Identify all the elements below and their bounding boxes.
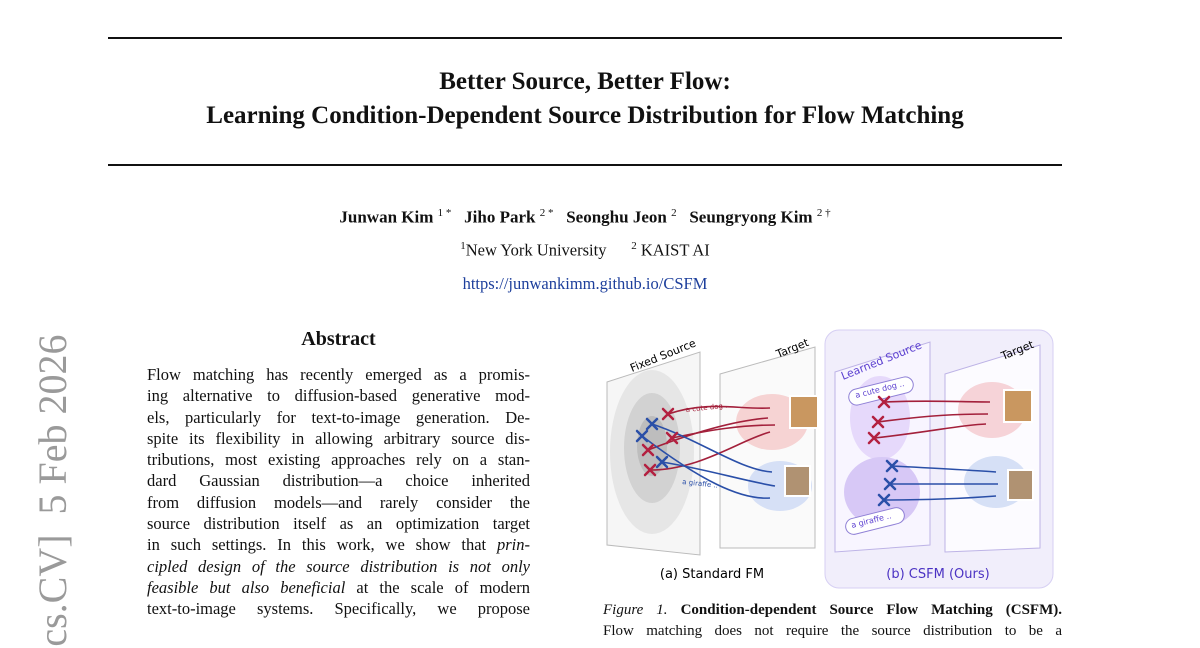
url-row: https://junwankimm.github.io/CSFM [108, 274, 1062, 294]
abstract-line: cipled design of the source distribution… [147, 556, 530, 577]
abstract-line: els, particularly for text-to-image gene… [147, 407, 530, 428]
abstract-line: from diffusion models—and rarely conside… [147, 492, 530, 513]
abstract-heading: Abstract [301, 328, 376, 350]
panel-csfm [824, 329, 1054, 589]
panel-csfm-shape [867, 395, 899, 507]
abstract-text: source distribution itself as an optimiz… [147, 514, 530, 534]
abstract-text: from diffusion models—and rarely conside… [147, 492, 530, 512]
panel-standard-fm-shape-shape [661, 461, 776, 487]
caption-title: Condition-dependent Source Flow Matching… [680, 602, 1062, 618]
author-mark: 2 * [539, 207, 554, 219]
author-mark: 1 * [437, 207, 452, 219]
author-mark: 2 [671, 207, 677, 219]
panel-standard-fm-shape-shape [641, 435, 771, 499]
caption-label: Figure 1. [603, 602, 668, 618]
panel-csfm-shape-shape [877, 459, 899, 507]
panel-csfm-shape [873, 400, 998, 501]
panel-csfm-shape-shape [891, 465, 997, 473]
panel-csfm-shape [1007, 469, 1034, 501]
panel-csfm-shape-shape [883, 400, 991, 403]
panel-standard-fm-shape [635, 407, 679, 477]
panel-standard-fm-shape-shape [651, 423, 773, 473]
arxiv-sidebar: [cs.CV] 5 Feb 2026 [30, 334, 75, 648]
abstract-text: ing alternative to diffusion-based gener… [147, 386, 530, 406]
abstract-text: at the scale of modern [345, 577, 530, 597]
panel-csfm-shape-shape [873, 423, 987, 439]
abstract-text: in such settings. In this work, we show … [147, 535, 497, 555]
author-name: Junwan Kim [339, 207, 434, 227]
panel-standard-fm-shape [784, 465, 811, 497]
panel-standard-fm-shape-shape [649, 431, 771, 471]
abstract-text: dard Gaussian distribution—a choice inhe… [147, 471, 530, 491]
abstract-line: text-to-image systems. Specifically, we … [147, 598, 530, 619]
abstract-text: feasible but also beneficial [147, 577, 346, 597]
author-mark: 2 † [816, 207, 831, 219]
title-line: Better Source, Better Flow: [439, 68, 731, 95]
panel-standard-fm-shape-shape [671, 424, 776, 439]
abstract-line: dard Gaussian distribution—a choice inhe… [147, 470, 530, 491]
author-name: Jiho Park [464, 207, 536, 227]
panel-standard-fm-shape [789, 395, 819, 429]
prompt-label: a giraffe .. [682, 478, 719, 490]
panel-csfm-shape [845, 507, 905, 535]
panel-caption: (b) CSFM (Ours) [886, 567, 989, 582]
affiliation-mark: 2 [631, 240, 637, 252]
panel-standard-fm-shape [641, 405, 776, 499]
panel-csfm-shape-shape [867, 395, 891, 445]
panel-standard-fm [606, 346, 819, 556]
affiliation-name: New York University [465, 240, 607, 260]
panel-csfm-shape-shape [883, 495, 997, 501]
abstract-line: tributions, most existing approaches rel… [147, 449, 530, 470]
panel-csfm-shape [848, 376, 914, 406]
panel-standard-fm-shape-shape [635, 417, 669, 469]
abstract-text: cipled design of the source distribution… [147, 556, 530, 576]
project-url[interactable]: https://junwankimm.github.io/CSFM [462, 274, 708, 293]
abstract-line: source distribution itself as an optimiz… [147, 513, 530, 534]
title-line: Learning Condition-Dependent Source Dist… [206, 102, 964, 129]
figure-caption: Figure 1. Condition-dependent Source Flo… [603, 600, 1062, 642]
caption-line: Flow matching does not require the sourc… [603, 623, 1062, 639]
abstract-line: in such settings. In this work, we show … [147, 534, 530, 555]
abstract-text: els, particularly for text-to-image gene… [147, 407, 530, 427]
abstract-line: spite its flexibility in allowing arbitr… [147, 428, 530, 449]
abstract-line: ing alternative to diffusion-based gener… [147, 385, 530, 406]
author-name: Seonghu Jeon [566, 207, 667, 227]
author-list: Junwan Kim 1 * Jiho Park 2 * Seonghu Jeo… [108, 207, 1062, 228]
abstract-text: prin- [497, 535, 530, 555]
abstract-line: feasible but also beneficial at the scal… [147, 577, 530, 598]
panel-standard-fm-shape-shape [667, 405, 771, 415]
panel-csfm-shape [1003, 389, 1033, 423]
abstract-text: Flow matching has recently emerged as a … [147, 365, 530, 384]
author-name: Seungryong Kim [689, 207, 813, 227]
abstract-text: tributions, most existing approaches rel… [147, 450, 530, 470]
panel-csfm-shape-shape [877, 413, 989, 423]
abstract-body: Flow matching has recently emerged as a … [147, 364, 530, 620]
affiliation-mark: 1 [460, 240, 466, 252]
panel-caption: (a) Standard FM [660, 567, 764, 582]
abstract-line: Flow matching has recently emerged as a … [147, 364, 530, 385]
affiliation-name: KAIST AI [640, 240, 710, 260]
affiliation-list: 1New York University 2 KAIST AI [108, 240, 1062, 261]
abstract-text: text-to-image systems. Specifically, we … [147, 599, 530, 619]
panel-csfm-shape [944, 344, 1041, 553]
panel-standard-fm-shape-shape [641, 407, 679, 477]
abstract-text: spite its flexibility in allowing arbitr… [147, 428, 530, 448]
panel-standard-fm-shape-shape [647, 417, 769, 451]
